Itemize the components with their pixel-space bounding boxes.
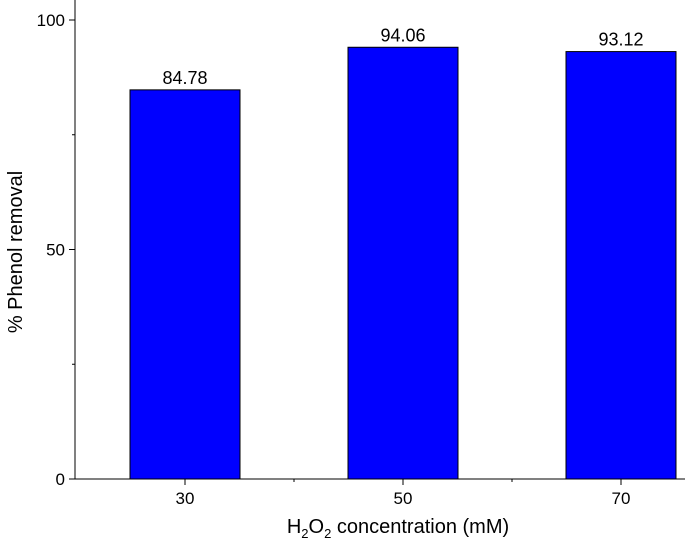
x-axis-title-part: concentration (mM)	[331, 516, 509, 538]
bar-30	[129, 89, 241, 480]
bar-50	[347, 46, 459, 480]
data-labels: 84.78 94.06 93.12	[162, 25, 643, 88]
x-axis-title-subscript: 2	[324, 526, 331, 541]
x-axis-title-part: H	[287, 516, 301, 538]
data-label-30: 84.78	[162, 68, 207, 88]
y-tick-label-100: 100	[37, 11, 65, 30]
x-tick-label-30: 30	[176, 489, 195, 508]
bar-70	[565, 51, 677, 480]
x-tick-label-70: 70	[612, 489, 631, 508]
data-label-70: 93.12	[598, 30, 643, 50]
y-tick-label-0: 0	[56, 470, 65, 489]
x-axis-title: H2O2 concentration (mM)	[287, 516, 509, 541]
y-tick-label-50: 50	[46, 241, 65, 260]
x-axis-title-part: O	[309, 516, 325, 538]
x-tick-label-50: 50	[394, 489, 413, 508]
bars	[129, 46, 677, 480]
x-axis-title-subscript: 2	[301, 526, 308, 541]
data-label-50: 94.06	[380, 25, 425, 45]
y-axis-title: % Phenol removal	[5, 171, 27, 333]
